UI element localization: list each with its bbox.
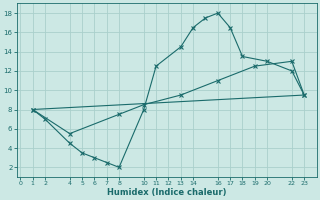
X-axis label: Humidex (Indice chaleur): Humidex (Indice chaleur) (107, 188, 226, 197)
